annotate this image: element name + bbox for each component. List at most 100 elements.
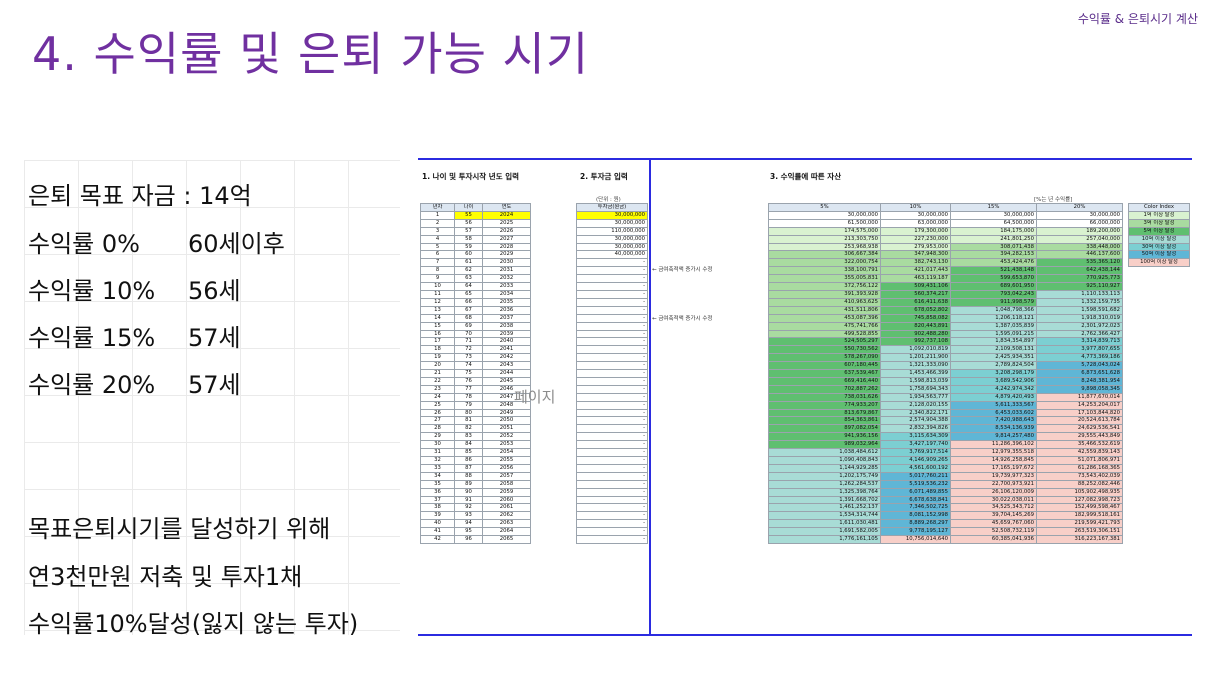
invest-cell[interactable]: -	[576, 353, 648, 363]
table-cell[interactable]: 2053	[482, 440, 531, 450]
table-cell[interactable]: 2032	[482, 274, 531, 284]
table-cell[interactable]: 18	[420, 345, 455, 355]
invest-cell[interactable]: -	[576, 416, 648, 426]
invest-cell[interactable]: -	[576, 503, 648, 513]
table-cell[interactable]: 60	[454, 250, 483, 260]
invest-cell[interactable]: -	[576, 266, 648, 276]
table-cell[interactable]: 2026	[482, 226, 531, 236]
table-cell[interactable]: 69	[454, 321, 483, 331]
table-cell[interactable]: 71	[454, 337, 483, 347]
table-cell[interactable]: 2034	[482, 289, 531, 299]
table-cell[interactable]: 72	[454, 345, 483, 355]
table-cell[interactable]: 28	[420, 424, 455, 434]
invest-cell[interactable]: -	[576, 487, 648, 497]
invest-cell[interactable]: -	[576, 424, 648, 434]
table-cell[interactable]: 90	[454, 487, 483, 497]
table-cell[interactable]: 9	[420, 274, 455, 284]
table-cell[interactable]: 7	[420, 258, 455, 268]
table-cell[interactable]: 2033	[482, 282, 531, 291]
table-cell[interactable]: 2035	[482, 297, 531, 307]
table-cell[interactable]: 12	[420, 297, 455, 307]
table-cell[interactable]: 2031	[482, 266, 531, 276]
invest-cell[interactable]: -	[576, 274, 648, 284]
invest-cell[interactable]: 30,000,000	[576, 242, 648, 252]
table-cell[interactable]: 24	[420, 392, 455, 402]
table-cell[interactable]: 41	[420, 527, 455, 537]
invest-cell[interactable]: -	[576, 463, 648, 473]
table-cell[interactable]: 63	[454, 274, 483, 284]
table-cell[interactable]: 2060	[482, 495, 531, 505]
invest-cell[interactable]: 30,000,000	[576, 234, 648, 244]
table-cell[interactable]: 85	[454, 448, 483, 457]
table-cell[interactable]: 73	[454, 353, 483, 363]
table-cell[interactable]: 22	[420, 376, 455, 386]
table-cell[interactable]: 34	[420, 471, 455, 481]
table-cell[interactable]: 2029	[482, 250, 531, 260]
table-cell[interactable]: 2049	[482, 408, 531, 418]
invest-cell[interactable]: -	[576, 408, 648, 418]
table-cell[interactable]: 88	[454, 471, 483, 481]
table-cell[interactable]: 2061	[482, 503, 531, 513]
invest-cell[interactable]: -	[576, 297, 648, 307]
invest-cell[interactable]: -	[576, 392, 648, 402]
invest-cell[interactable]: -	[576, 282, 648, 291]
invest-cell[interactable]: -	[576, 329, 648, 339]
table-cell[interactable]: 13	[420, 305, 455, 315]
invest-cell[interactable]: -	[576, 337, 648, 347]
invest-cell[interactable]: -	[576, 440, 648, 450]
table-cell[interactable]: 32	[420, 456, 455, 465]
table-cell[interactable]: 76	[454, 376, 483, 386]
invest-cell[interactable]: -	[576, 495, 648, 505]
table-cell[interactable]: 2057	[482, 471, 531, 481]
table-cell[interactable]: 55	[454, 210, 483, 220]
table-cell[interactable]: 2063	[482, 519, 531, 529]
table-cell[interactable]: 37	[420, 495, 455, 505]
table-cell[interactable]: 26	[420, 408, 455, 418]
table-cell[interactable]: 2044	[482, 369, 531, 378]
table-cell[interactable]: 16	[420, 329, 455, 339]
table-cell[interactable]: 81	[454, 416, 483, 426]
table-cell[interactable]: 39	[420, 511, 455, 521]
table-cell[interactable]: 2052	[482, 432, 531, 442]
table-cell[interactable]: 64	[454, 282, 483, 291]
table-cell[interactable]: 2	[420, 218, 455, 228]
table-cell[interactable]: 2050	[482, 416, 531, 426]
table-cell[interactable]: 57	[454, 226, 483, 236]
table-cell[interactable]: 14	[420, 313, 455, 323]
table-cell[interactable]: 2058	[482, 479, 531, 489]
table-cell[interactable]: 58	[454, 234, 483, 244]
table-cell[interactable]: 2064	[482, 527, 531, 537]
table-cell[interactable]: 1	[420, 210, 455, 220]
table-cell[interactable]: 2065	[482, 535, 531, 544]
table-cell[interactable]: 2045	[482, 376, 531, 386]
table-cell[interactable]: 93	[454, 511, 483, 521]
invest-cell[interactable]: -	[576, 305, 648, 315]
invest-cell[interactable]: -	[576, 369, 648, 378]
table-cell[interactable]: 21	[420, 369, 455, 378]
invest-cell[interactable]: 40,000,000	[576, 250, 648, 260]
invest-cell[interactable]: -	[576, 258, 648, 268]
table-cell[interactable]: 31	[420, 448, 455, 457]
table-cell[interactable]: 2054	[482, 448, 531, 457]
invest-cell[interactable]: 30,000,000	[576, 210, 648, 220]
table-cell[interactable]: 2038	[482, 321, 531, 331]
table-cell[interactable]: 2025	[482, 218, 531, 228]
invest-cell[interactable]: -	[576, 400, 648, 410]
table-cell[interactable]: 2056	[482, 463, 531, 473]
table-cell[interactable]: 2037	[482, 313, 531, 323]
table-cell[interactable]: 27	[420, 416, 455, 426]
table-cell[interactable]: 2041	[482, 345, 531, 355]
invest-cell[interactable]: -	[576, 376, 648, 386]
table-cell[interactable]: 89	[454, 479, 483, 489]
table-cell[interactable]: 2051	[482, 424, 531, 434]
table-cell[interactable]: 2043	[482, 361, 531, 371]
table-cell[interactable]: 2036	[482, 305, 531, 315]
table-cell[interactable]: 91	[454, 495, 483, 505]
table-cell[interactable]: 29	[420, 432, 455, 442]
invest-cell[interactable]: -	[576, 384, 648, 394]
table-cell[interactable]: 65	[454, 289, 483, 299]
table-cell[interactable]: 2027	[482, 234, 531, 244]
table-cell[interactable]: 5	[420, 242, 455, 252]
table-cell[interactable]: 68	[454, 313, 483, 323]
table-cell[interactable]: 62	[454, 266, 483, 276]
